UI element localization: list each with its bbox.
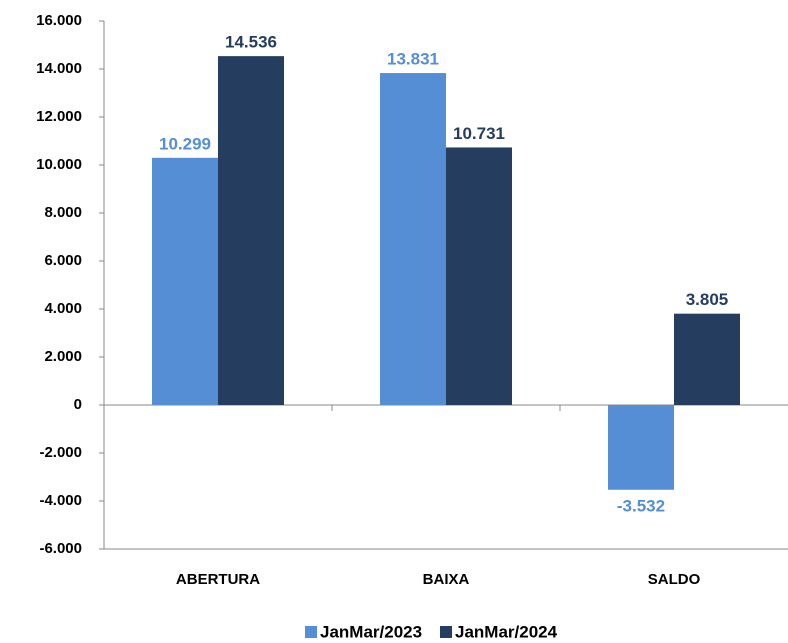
legend-label: JanMar/2024 bbox=[455, 622, 558, 641]
legend-swatch bbox=[440, 626, 452, 638]
x-tick-label: ABERTURA bbox=[176, 571, 260, 588]
value-label: 10.299 bbox=[159, 134, 211, 153]
legend-label: JanMar/2023 bbox=[320, 622, 422, 641]
y-tick-label: 14.000 bbox=[36, 60, 82, 77]
y-tick-label: 12.000 bbox=[36, 108, 82, 125]
bar bbox=[446, 147, 512, 405]
value-label: -3.532 bbox=[617, 496, 665, 515]
y-tick-label: -2.000 bbox=[39, 444, 82, 461]
legend-swatch bbox=[305, 626, 317, 638]
y-tick-label: 16.000 bbox=[36, 12, 82, 29]
value-label: 13.831 bbox=[387, 50, 439, 69]
bar bbox=[218, 56, 284, 406]
y-tick-label: -4.000 bbox=[39, 492, 82, 509]
bar bbox=[608, 405, 674, 490]
bar bbox=[674, 313, 740, 405]
y-tick-label: 6.000 bbox=[44, 252, 82, 269]
y-tick-label: 8.000 bbox=[44, 204, 82, 221]
x-tick-label: SALDO bbox=[648, 571, 701, 588]
y-tick-label: -6.000 bbox=[39, 540, 82, 557]
value-label: 3.805 bbox=[686, 290, 729, 309]
value-label: 10.731 bbox=[453, 124, 505, 143]
bar bbox=[380, 73, 446, 405]
y-tick-label: 10.000 bbox=[36, 156, 82, 173]
y-tick-label: 2.000 bbox=[44, 348, 82, 365]
y-tick-label: 0 bbox=[74, 396, 82, 413]
x-tick-label: BAIXA bbox=[423, 571, 470, 588]
bar bbox=[152, 157, 218, 405]
y-tick-label: 4.000 bbox=[44, 300, 82, 317]
value-label: 14.536 bbox=[225, 33, 277, 52]
